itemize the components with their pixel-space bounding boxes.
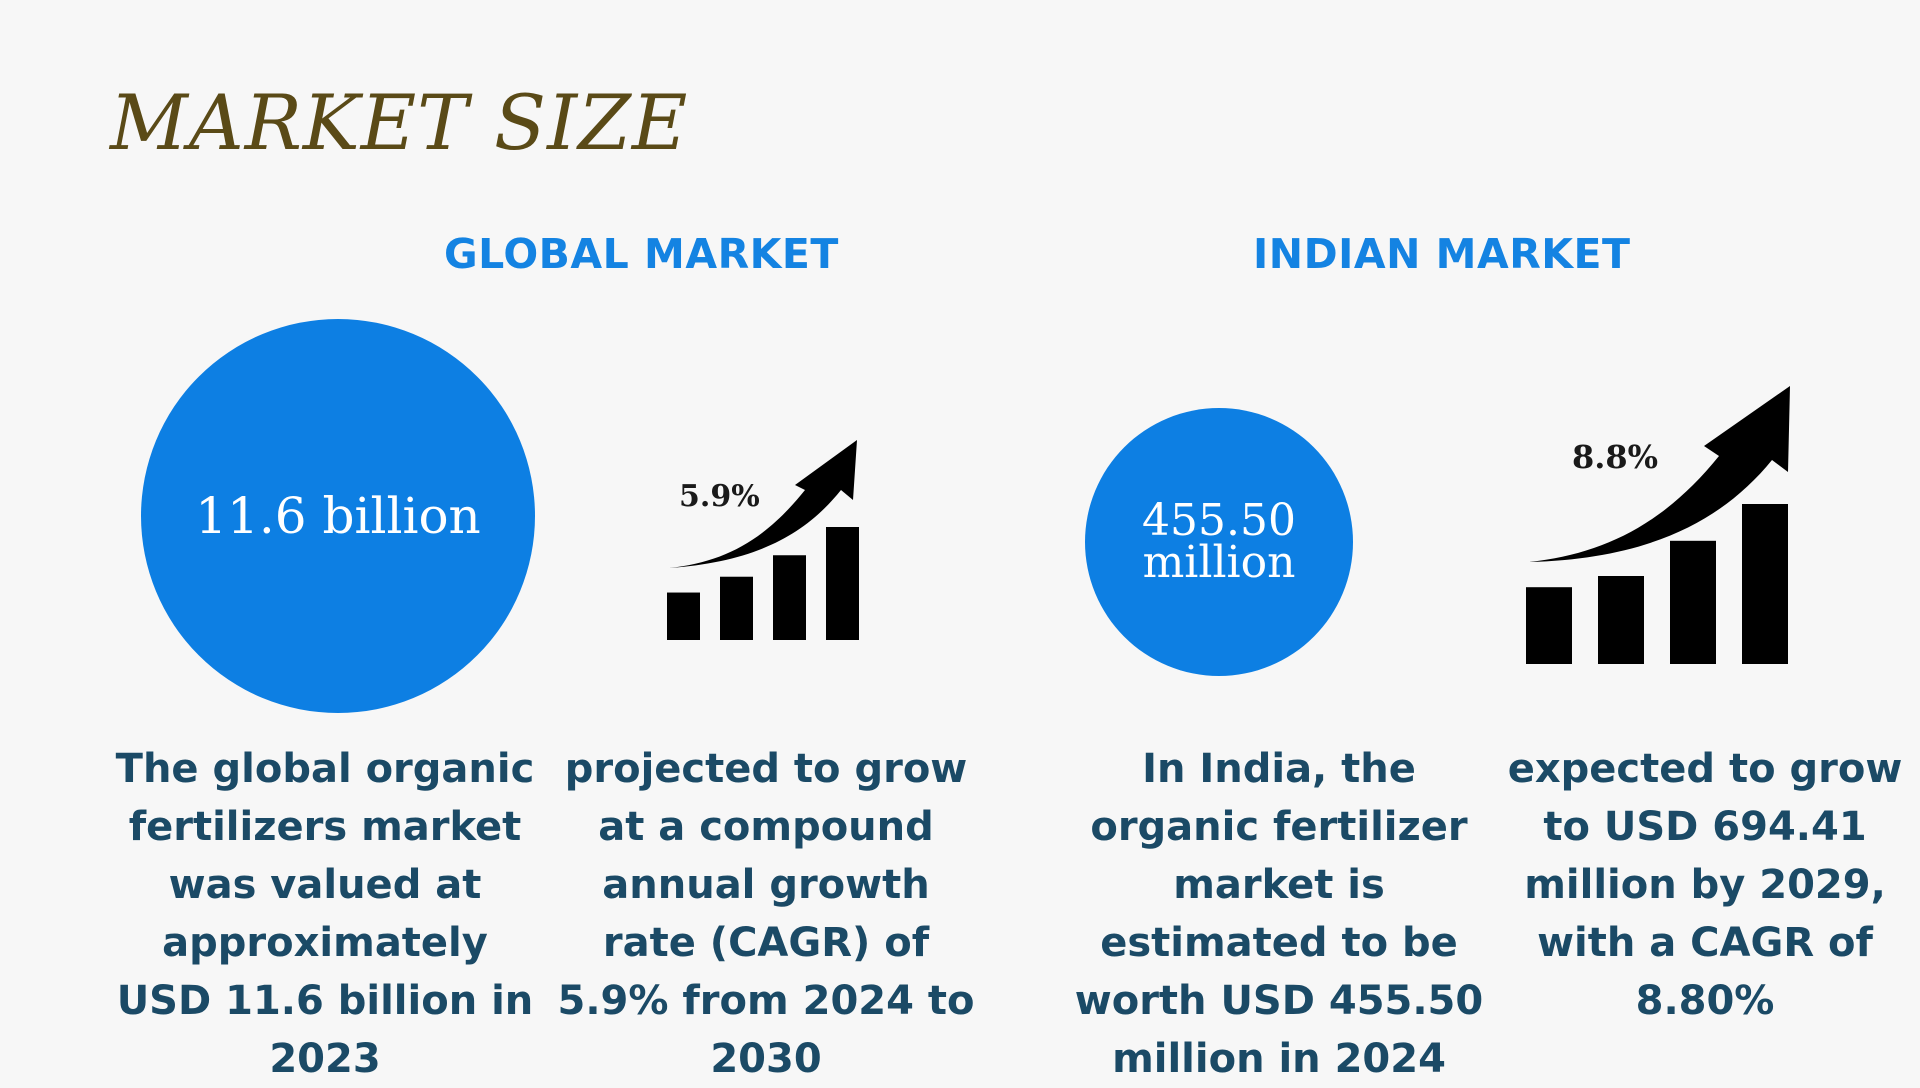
page-title: MARKET SIZE bbox=[110, 78, 689, 167]
indian-growth-description: expected to grow to USD 694.41 million b… bbox=[1507, 746, 1903, 1024]
indian-growth-arrow-icon bbox=[1529, 386, 1790, 562]
indian-market-description: In India, the organic fertilizer market … bbox=[1074, 746, 1484, 1082]
global-growth-arrow-icon bbox=[669, 440, 857, 568]
indian-growth-bar-3 bbox=[1670, 540, 1716, 664]
global-growth-description: projected to grow at a compound annual g… bbox=[557, 746, 975, 1082]
global-growth-bar-3 bbox=[773, 555, 806, 640]
global-market-heading: GLOBAL MARKET bbox=[444, 230, 839, 278]
global-growth-bar-2 bbox=[720, 576, 753, 640]
indian-market-heading: INDIAN MARKET bbox=[1253, 230, 1631, 278]
global-growth-bar-4 bbox=[826, 527, 859, 640]
indian-market-value-unit: million bbox=[1142, 537, 1296, 588]
global-market-value-circle: 11.6 billion bbox=[141, 319, 535, 713]
indian-growth-bar-4 bbox=[1742, 504, 1788, 664]
global-growth-bar-1 bbox=[667, 592, 700, 640]
global-growth-rate-label: 5.9% bbox=[679, 479, 760, 514]
indian-growth-bar-1 bbox=[1526, 587, 1572, 664]
global-market-description: The global organic fertilizers market wa… bbox=[115, 746, 535, 1082]
indian-growth-rate-label: 8.8% bbox=[1572, 438, 1658, 476]
indian-growth-bar-2 bbox=[1598, 576, 1644, 664]
indian-growth-chart-icon: 8.8% bbox=[1526, 386, 1790, 664]
global-market-value: 11.6 billion bbox=[195, 487, 481, 545]
global-growth-chart-icon: 5.9% bbox=[667, 440, 859, 640]
indian-market-value-number: 455.50 bbox=[1142, 495, 1296, 546]
indian-market-value-circle: 455.50 million bbox=[1085, 408, 1353, 676]
